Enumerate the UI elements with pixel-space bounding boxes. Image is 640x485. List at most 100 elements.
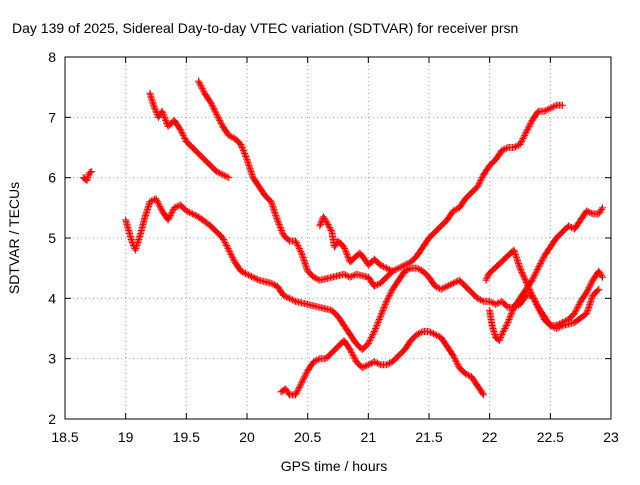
data-point — [166, 211, 174, 219]
data-point — [238, 142, 246, 150]
data-point — [584, 306, 592, 314]
data-point — [360, 363, 368, 371]
data-point — [489, 299, 497, 307]
data-point — [370, 329, 378, 337]
data-point — [583, 207, 591, 215]
data-point — [238, 144, 246, 151]
data-point — [374, 318, 382, 326]
data-point — [446, 281, 454, 289]
data-point — [249, 273, 257, 281]
series-sat-G — [486, 204, 607, 345]
data-point — [449, 352, 457, 360]
data-point — [128, 237, 136, 245]
data-point — [269, 202, 277, 210]
data-point — [483, 275, 491, 283]
data-point — [242, 154, 250, 162]
data-point — [182, 207, 190, 215]
data-point — [536, 260, 544, 268]
data-point — [533, 266, 541, 274]
data-point — [504, 318, 512, 326]
data-point — [513, 142, 521, 150]
x-tick-label: 22 — [482, 429, 498, 445]
data-point — [358, 364, 366, 372]
data-point — [373, 359, 381, 367]
data-point — [535, 305, 543, 313]
data-point — [527, 288, 535, 296]
data-point — [227, 251, 235, 259]
data-point — [247, 168, 255, 176]
data-point — [537, 309, 545, 317]
data-point — [344, 254, 352, 262]
data-point — [499, 329, 507, 337]
data-point — [474, 183, 482, 191]
data-point — [246, 163, 254, 171]
data-point — [301, 260, 309, 268]
data-point — [498, 147, 506, 155]
data-point — [271, 208, 279, 216]
data-point — [518, 137, 526, 145]
data-point — [402, 260, 410, 268]
data-point — [216, 118, 224, 126]
data-point — [276, 223, 284, 231]
data-point — [587, 281, 595, 289]
data-point — [152, 107, 160, 115]
data-point — [244, 159, 252, 167]
data-point — [176, 125, 184, 133]
data-point — [539, 255, 547, 263]
data-point — [461, 370, 469, 378]
data-point — [159, 109, 167, 117]
data-point — [298, 251, 306, 259]
y-tick-label: 3 — [48, 351, 56, 367]
data-point — [496, 335, 504, 343]
data-point — [298, 379, 306, 387]
data-point — [273, 214, 281, 222]
data-point — [566, 223, 574, 231]
data-point — [477, 296, 485, 304]
data-point — [324, 220, 332, 228]
data-point — [385, 293, 393, 301]
data-point — [366, 360, 374, 368]
data-point — [505, 315, 513, 323]
data-point — [375, 360, 383, 368]
data-point — [278, 228, 286, 236]
data-point — [86, 168, 94, 176]
data-point — [506, 312, 514, 320]
data-point — [208, 101, 216, 109]
data-point — [551, 102, 559, 110]
data-point — [583, 287, 591, 295]
data-point — [299, 254, 307, 262]
data-point — [431, 282, 439, 290]
data-point — [430, 330, 438, 338]
data-point — [221, 239, 229, 247]
series-sat-A — [79, 168, 96, 185]
data-point — [376, 314, 384, 322]
data-point — [525, 122, 533, 130]
data-point — [295, 245, 303, 253]
data-point — [289, 296, 296, 304]
data-point — [344, 252, 352, 260]
data-point — [245, 271, 253, 279]
data-point — [483, 273, 491, 281]
data-point — [295, 243, 303, 251]
data-point — [392, 266, 400, 274]
data-point — [364, 361, 372, 369]
data-point — [416, 329, 424, 337]
data-point — [271, 210, 279, 218]
data-point — [342, 248, 350, 256]
data-point — [214, 168, 222, 176]
data-point — [195, 79, 203, 87]
data-point — [278, 226, 286, 234]
data-point — [372, 325, 380, 332]
data-point — [228, 133, 236, 141]
data-point — [228, 252, 236, 260]
data-point — [242, 153, 250, 161]
data-point — [155, 201, 163, 209]
data-point — [157, 204, 165, 212]
data-point — [552, 321, 560, 329]
data-point — [216, 169, 224, 177]
data-point — [276, 222, 284, 230]
data-point — [575, 300, 583, 308]
data-point — [219, 234, 227, 242]
data-point — [530, 273, 538, 281]
data-point — [428, 329, 436, 337]
